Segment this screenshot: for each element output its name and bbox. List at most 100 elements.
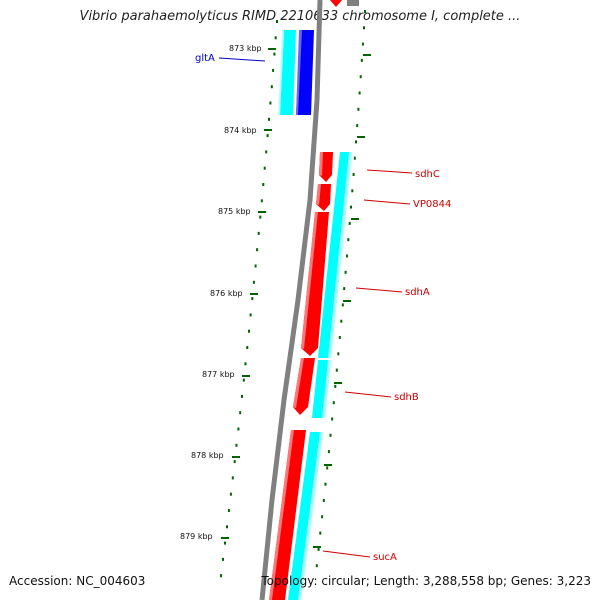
minor-tick-dot	[254, 264, 257, 268]
minor-ticks-left	[220, 20, 278, 578]
minor-tick-dot	[222, 557, 224, 561]
minor-tick-dot	[229, 492, 232, 496]
cds-gltA-shade	[296, 30, 302, 115]
minor-tick-dot	[338, 336, 341, 339]
backbone-line	[259, 0, 323, 600]
gene-label-sdhA[interactable]: sdhA	[405, 287, 430, 298]
scale-label-879: 879 kbp	[180, 532, 213, 541]
minor-tick-dot	[327, 450, 330, 454]
minor-tick-dot	[262, 183, 265, 186]
minor-tick-dot	[256, 248, 259, 252]
cds-VP0844	[316, 184, 331, 211]
minor-tick-dot	[226, 525, 228, 529]
scale-label-875: 875 kbp	[218, 207, 251, 216]
scale-label-877: 877 kbp	[202, 370, 235, 379]
minor-tick-dot	[361, 42, 364, 46]
minor-tick-dot	[248, 329, 250, 333]
minor-tick-dot	[360, 58, 363, 62]
leader-sucA	[322, 550, 371, 558]
minor-tick-dot	[351, 189, 354, 193]
leader-sdhA	[355, 287, 403, 293]
orf-sdh-long	[318, 152, 352, 358]
minor-tick-dot	[321, 515, 324, 519]
minor-tick-dot	[259, 215, 262, 219]
minor-tick-dot	[246, 346, 249, 349]
minor-tick-dot	[331, 417, 334, 421]
minor-tick-dot	[231, 476, 234, 480]
minor-tick-dot	[265, 150, 268, 154]
scale-label-878: 878 kbp	[191, 451, 224, 460]
orf-sdhB	[312, 360, 331, 418]
scale-label-873: 873 kbp	[229, 44, 262, 53]
minor-tick-dot	[319, 531, 322, 535]
minor-tick-dot	[343, 287, 346, 291]
minor-tick-dot	[317, 547, 320, 551]
minor-tick-dot	[273, 52, 276, 56]
scale-label-874: 874 kbp	[224, 126, 257, 135]
minor-tick-dot	[244, 362, 247, 366]
gene-label-sdhB[interactable]: sdhB	[394, 392, 419, 403]
minor-tick-dot	[227, 509, 230, 512]
cds-sdhC	[319, 152, 333, 182]
scale-label-876: 876 kbp	[210, 289, 243, 298]
minor-tick-dot	[251, 297, 254, 301]
leader-sdhC	[366, 169, 413, 174]
accession-text: Accession: NC_004603	[9, 574, 146, 588]
minor-tick-dot	[237, 427, 240, 431]
minor-tick-dot	[270, 85, 273, 89]
minor-tick-dot	[346, 254, 348, 258]
minor-tick-dot	[220, 574, 222, 578]
minor-tick-dot	[363, 26, 365, 30]
leader-VP0844	[363, 199, 411, 205]
minor-tick-dot	[266, 134, 269, 138]
minor-tick-dot	[344, 270, 347, 274]
minor-tick-dot	[348, 221, 351, 225]
orf-sucA	[288, 432, 323, 600]
minor-tick-dot	[334, 384, 337, 388]
minor-tick-dot	[329, 433, 332, 437]
orf-gltA-edge	[278, 30, 284, 115]
minor-tick-dot	[315, 564, 318, 568]
minor-tick-dot	[326, 466, 329, 470]
leader-gltA	[218, 57, 266, 62]
minor-tick-dot	[242, 378, 245, 382]
minor-tick-dot	[350, 205, 352, 209]
minor-tick-dot	[241, 394, 243, 398]
minor-ticks-right	[315, 10, 366, 568]
feature-top-red	[330, 0, 342, 7]
cds-sdhA	[301, 212, 329, 356]
minor-tick-dot	[364, 10, 366, 13]
minor-tick-dot	[322, 499, 325, 502]
minor-tick-dot	[340, 319, 343, 323]
cds-sucA	[269, 430, 306, 600]
minor-tick-dot	[352, 173, 355, 176]
minor-tick-dot	[358, 91, 361, 95]
minor-tick-dot	[235, 443, 238, 447]
minor-tick-dot	[263, 166, 266, 170]
minor-tick-dot	[252, 280, 255, 284]
cds-sdhB	[293, 358, 315, 415]
minor-tick-dot	[337, 352, 340, 356]
minor-tick-dot	[269, 101, 272, 105]
minor-tick-dot	[233, 460, 236, 464]
minor-tick-dot	[274, 36, 277, 40]
minor-tick-dot	[357, 107, 360, 111]
gene-label-gltA[interactable]: gltA	[195, 53, 215, 64]
feature-top-gray	[347, 0, 359, 6]
minor-tick-dot	[257, 231, 260, 235]
gene-label-VP0844[interactable]: VP0844	[413, 199, 451, 210]
gene-label-sdhC[interactable]: sdhC	[415, 169, 440, 180]
minor-tick-dot	[224, 541, 226, 545]
scale-ticks	[221, 48, 371, 548]
minor-tick-dot	[249, 313, 252, 317]
orf-gltA	[280, 30, 296, 115]
gene-label-sucA[interactable]: sucA	[373, 552, 397, 563]
map-title: Vibrio parahaemolyticus RIMD 2210633 chr…	[79, 9, 521, 24]
minor-tick-dot	[260, 199, 263, 203]
minor-tick-dot	[335, 368, 338, 372]
minor-tick-dot	[332, 401, 335, 405]
minor-tick-dot	[347, 238, 350, 242]
minor-tick-dot	[268, 117, 270, 121]
minor-tick-dot	[356, 124, 359, 128]
